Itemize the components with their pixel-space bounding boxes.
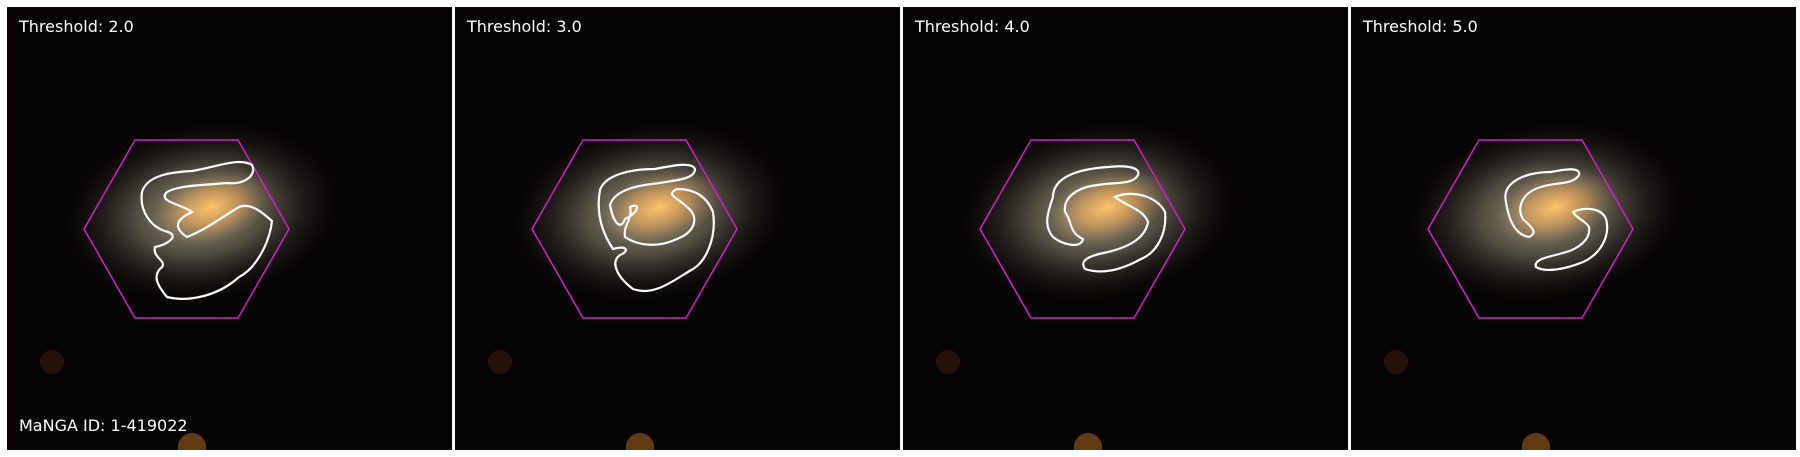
threshold-label: Threshold: 2.0 bbox=[19, 17, 134, 36]
galaxy-core bbox=[153, 169, 271, 245]
contour-outline bbox=[597, 163, 715, 292]
contour-outline bbox=[1504, 168, 1581, 239]
ifu-hexagon bbox=[83, 139, 290, 319]
galaxy-core bbox=[1049, 169, 1167, 245]
image-panel-2: Threshold: 3.0 bbox=[455, 7, 900, 450]
threshold-label: Threshold: 5.0 bbox=[1363, 17, 1478, 36]
ifu-hexagon bbox=[1427, 139, 1634, 319]
contour-outline bbox=[1082, 192, 1167, 273]
ifu-hexagon bbox=[979, 139, 1186, 319]
contour-outline bbox=[1046, 165, 1140, 246]
contour-outline bbox=[1534, 207, 1609, 271]
ifu-hexagon bbox=[531, 139, 738, 319]
galaxy-image-3 bbox=[903, 7, 1348, 450]
threshold-label: Threshold: 3.0 bbox=[467, 17, 582, 36]
threshold-label: Threshold: 4.0 bbox=[915, 17, 1030, 36]
manga-id-label: MaNGA ID: 1-419022 bbox=[19, 416, 188, 435]
image-panel-3: Threshold: 4.0 bbox=[903, 7, 1348, 450]
contour-outline bbox=[140, 160, 274, 300]
galaxy-image-4 bbox=[1351, 7, 1796, 450]
image-panel-4: Threshold: 5.0 bbox=[1351, 7, 1796, 450]
galaxy-image-1 bbox=[7, 7, 452, 450]
galaxy-image-2 bbox=[455, 7, 900, 450]
image-panel-1: Threshold: 2.0 MaNGA ID: 1-419022 bbox=[7, 7, 452, 450]
galaxy-core bbox=[1497, 169, 1615, 245]
